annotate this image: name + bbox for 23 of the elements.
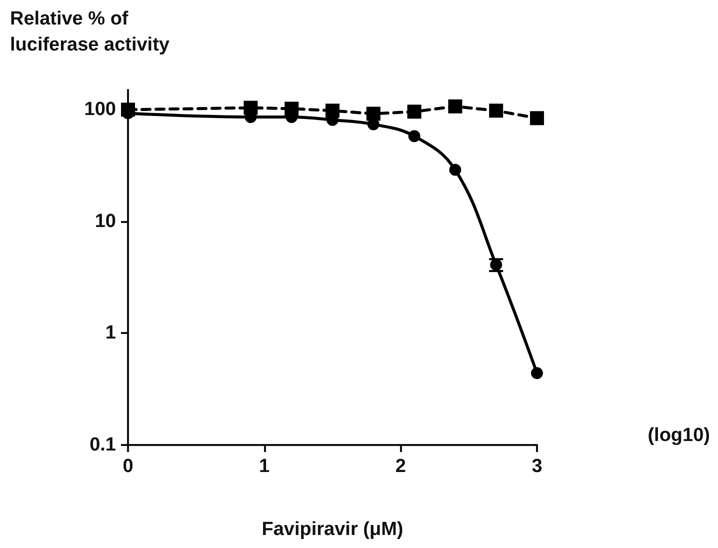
x-tick-label: 1 [259, 456, 270, 477]
point [326, 104, 340, 118]
point [448, 99, 462, 114]
x-tick-label: 2 [395, 456, 406, 477]
point [530, 111, 544, 126]
point [489, 104, 504, 118]
point [121, 102, 135, 117]
x-axis-title: Favipiravir (μM) [262, 519, 404, 540]
point [244, 100, 258, 115]
point [531, 367, 543, 380]
point [408, 130, 420, 142]
y-tick-label: 0.1 [90, 434, 116, 456]
point [366, 106, 380, 121]
x-tick-label: 0 [122, 456, 134, 477]
point [407, 104, 422, 119]
x-tick-label: 3 [532, 456, 542, 477]
y-tick-label: 10 [94, 210, 116, 232]
y-tick-label: 100 [84, 99, 116, 120]
y-tick-label: 1 [105, 322, 116, 344]
point [449, 164, 462, 176]
text: (log10) [648, 425, 710, 446]
y-axis-title: Relative % of luciferase activity [10, 8, 170, 56]
point [284, 102, 299, 116]
